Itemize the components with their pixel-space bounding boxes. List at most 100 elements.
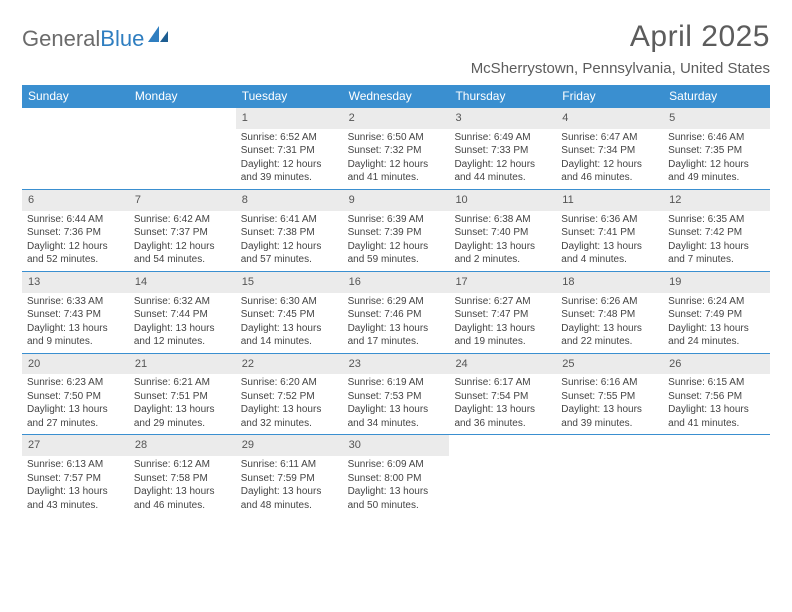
day-cell: 30Sunrise: 6:09 AMSunset: 8:00 PMDayligh… — [343, 435, 450, 516]
day-body: Sunrise: 6:15 AMSunset: 7:56 PMDaylight:… — [663, 374, 770, 434]
day-number: 8 — [236, 190, 343, 211]
day-number: 30 — [343, 435, 450, 456]
day-body: Sunrise: 6:47 AMSunset: 7:34 PMDaylight:… — [556, 129, 663, 189]
day-cell: 10Sunrise: 6:38 AMSunset: 7:40 PMDayligh… — [449, 190, 556, 271]
location-text: McSherrystown, Pennsylvania, United Stat… — [471, 60, 770, 77]
sunset-line: Sunset: 7:55 PM — [561, 390, 658, 404]
day-body: Sunrise: 6:27 AMSunset: 7:47 PMDaylight:… — [449, 293, 556, 353]
day-number: 16 — [343, 272, 450, 293]
daylight-line: Daylight: 12 hours and 44 minutes. — [454, 158, 551, 185]
day-number: 12 — [663, 190, 770, 211]
daylight-line: Daylight: 13 hours and 9 minutes. — [27, 322, 124, 349]
sunrise-line: Sunrise: 6:50 AM — [348, 131, 445, 145]
sunset-line: Sunset: 7:58 PM — [134, 472, 231, 486]
day-body: Sunrise: 6:21 AMSunset: 7:51 PMDaylight:… — [129, 374, 236, 434]
logo-text-general: General — [22, 26, 100, 52]
sunset-line: Sunset: 7:59 PM — [241, 472, 338, 486]
sunrise-line: Sunrise: 6:23 AM — [27, 376, 124, 390]
day-number: 5 — [663, 108, 770, 129]
calendar-grid: SundayMondayTuesdayWednesdayThursdayFrid… — [22, 85, 770, 516]
daylight-line: Daylight: 12 hours and 54 minutes. — [134, 240, 231, 267]
sunset-line: Sunset: 7:35 PM — [668, 144, 765, 158]
day-number: 28 — [129, 435, 236, 456]
sunrise-line: Sunrise: 6:26 AM — [561, 295, 658, 309]
week-row: 27Sunrise: 6:13 AMSunset: 7:57 PMDayligh… — [22, 435, 770, 516]
day-body: Sunrise: 6:16 AMSunset: 7:55 PMDaylight:… — [556, 374, 663, 434]
day-body: Sunrise: 6:29 AMSunset: 7:46 PMDaylight:… — [343, 293, 450, 353]
day-cell: 22Sunrise: 6:20 AMSunset: 7:52 PMDayligh… — [236, 354, 343, 435]
day-cell: 1Sunrise: 6:52 AMSunset: 7:31 PMDaylight… — [236, 108, 343, 189]
day-number: 22 — [236, 354, 343, 375]
daylight-line: Daylight: 12 hours and 52 minutes. — [27, 240, 124, 267]
week-row: ..1Sunrise: 6:52 AMSunset: 7:31 PMDaylig… — [22, 108, 770, 190]
sunset-line: Sunset: 7:44 PM — [134, 308, 231, 322]
day-body: Sunrise: 6:13 AMSunset: 7:57 PMDaylight:… — [22, 456, 129, 516]
sunset-line: Sunset: 7:51 PM — [134, 390, 231, 404]
sunset-line: Sunset: 7:41 PM — [561, 226, 658, 240]
day-body: Sunrise: 6:36 AMSunset: 7:41 PMDaylight:… — [556, 211, 663, 271]
sunrise-line: Sunrise: 6:09 AM — [348, 458, 445, 472]
day-body: Sunrise: 6:35 AMSunset: 7:42 PMDaylight:… — [663, 211, 770, 271]
sunset-line: Sunset: 8:00 PM — [348, 472, 445, 486]
day-number: 11 — [556, 190, 663, 211]
logo: GeneralBlue — [22, 20, 170, 52]
day-cell: . — [129, 108, 236, 189]
sunset-line: Sunset: 7:56 PM — [668, 390, 765, 404]
day-cell: 16Sunrise: 6:29 AMSunset: 7:46 PMDayligh… — [343, 272, 450, 353]
day-body: Sunrise: 6:41 AMSunset: 7:38 PMDaylight:… — [236, 211, 343, 271]
day-body: Sunrise: 6:30 AMSunset: 7:45 PMDaylight:… — [236, 293, 343, 353]
daylight-line: Daylight: 13 hours and 14 minutes. — [241, 322, 338, 349]
sunrise-line: Sunrise: 6:32 AM — [134, 295, 231, 309]
day-number: 19 — [663, 272, 770, 293]
day-body: Sunrise: 6:19 AMSunset: 7:53 PMDaylight:… — [343, 374, 450, 434]
day-cell: 8Sunrise: 6:41 AMSunset: 7:38 PMDaylight… — [236, 190, 343, 271]
day-body: Sunrise: 6:11 AMSunset: 7:59 PMDaylight:… — [236, 456, 343, 516]
day-body: Sunrise: 6:32 AMSunset: 7:44 PMDaylight:… — [129, 293, 236, 353]
day-number: 20 — [22, 354, 129, 375]
day-body: Sunrise: 6:44 AMSunset: 7:36 PMDaylight:… — [22, 211, 129, 271]
sunset-line: Sunset: 7:43 PM — [27, 308, 124, 322]
day-cell: 6Sunrise: 6:44 AMSunset: 7:36 PMDaylight… — [22, 190, 129, 271]
dow-cell: Tuesday — [236, 85, 343, 108]
sunrise-line: Sunrise: 6:33 AM — [27, 295, 124, 309]
day-cell: 11Sunrise: 6:36 AMSunset: 7:41 PMDayligh… — [556, 190, 663, 271]
day-cell: . — [556, 435, 663, 516]
daylight-line: Daylight: 13 hours and 7 minutes. — [668, 240, 765, 267]
sunrise-line: Sunrise: 6:35 AM — [668, 213, 765, 227]
daylight-line: Daylight: 13 hours and 39 minutes. — [561, 403, 658, 430]
sunrise-line: Sunrise: 6:15 AM — [668, 376, 765, 390]
sunrise-line: Sunrise: 6:49 AM — [454, 131, 551, 145]
sunset-line: Sunset: 7:34 PM — [561, 144, 658, 158]
day-number: 29 — [236, 435, 343, 456]
sunset-line: Sunset: 7:40 PM — [454, 226, 551, 240]
sunrise-line: Sunrise: 6:11 AM — [241, 458, 338, 472]
logo-text-blue: Blue — [100, 26, 144, 52]
sunrise-line: Sunrise: 6:16 AM — [561, 376, 658, 390]
day-number: 21 — [129, 354, 236, 375]
sunset-line: Sunset: 7:42 PM — [668, 226, 765, 240]
daylight-line: Daylight: 13 hours and 36 minutes. — [454, 403, 551, 430]
day-body: Sunrise: 6:09 AMSunset: 8:00 PMDaylight:… — [343, 456, 450, 516]
sunrise-line: Sunrise: 6:21 AM — [134, 376, 231, 390]
sunrise-line: Sunrise: 6:17 AM — [454, 376, 551, 390]
day-cell: 29Sunrise: 6:11 AMSunset: 7:59 PMDayligh… — [236, 435, 343, 516]
sunrise-line: Sunrise: 6:24 AM — [668, 295, 765, 309]
header: GeneralBlue April 2025 McSherrystown, Pe… — [22, 20, 770, 77]
daylight-line: Daylight: 13 hours and 48 minutes. — [241, 485, 338, 512]
day-cell: 4Sunrise: 6:47 AMSunset: 7:34 PMDaylight… — [556, 108, 663, 189]
day-body: Sunrise: 6:26 AMSunset: 7:48 PMDaylight:… — [556, 293, 663, 353]
day-body: Sunrise: 6:23 AMSunset: 7:50 PMDaylight:… — [22, 374, 129, 434]
calendar-page: GeneralBlue April 2025 McSherrystown, Pe… — [0, 0, 792, 516]
day-number: 13 — [22, 272, 129, 293]
dow-cell: Wednesday — [343, 85, 450, 108]
daylight-line: Daylight: 13 hours and 50 minutes. — [348, 485, 445, 512]
daylight-line: Daylight: 13 hours and 24 minutes. — [668, 322, 765, 349]
daylight-line: Daylight: 13 hours and 34 minutes. — [348, 403, 445, 430]
month-title: April 2025 — [471, 20, 770, 54]
day-cell: 2Sunrise: 6:50 AMSunset: 7:32 PMDaylight… — [343, 108, 450, 189]
day-body: Sunrise: 6:38 AMSunset: 7:40 PMDaylight:… — [449, 211, 556, 271]
daylight-line: Daylight: 13 hours and 27 minutes. — [27, 403, 124, 430]
day-cell: 19Sunrise: 6:24 AMSunset: 7:49 PMDayligh… — [663, 272, 770, 353]
daylight-line: Daylight: 12 hours and 59 minutes. — [348, 240, 445, 267]
sunset-line: Sunset: 7:47 PM — [454, 308, 551, 322]
